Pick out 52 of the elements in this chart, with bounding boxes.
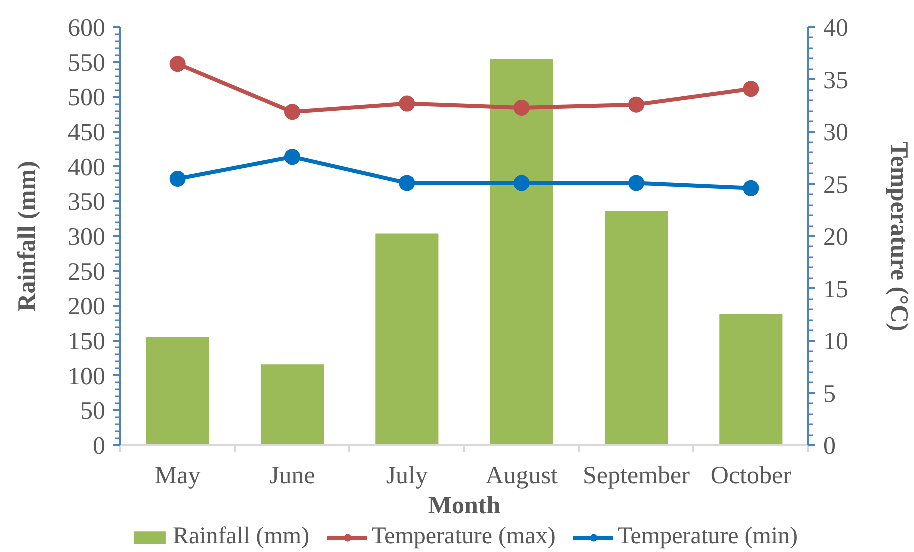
y-tick-label: 200: [68, 294, 106, 321]
y2-tick-label: 20: [824, 224, 848, 251]
y2-tick-label: 0: [824, 433, 836, 460]
point: [399, 96, 416, 112]
y2-axis-title: Temperature (°C): [886, 142, 912, 332]
y-tick-label: 400: [68, 154, 106, 182]
y-tick-label: 0: [93, 433, 106, 460]
x-axis-title: Month: [428, 492, 501, 520]
point: [170, 171, 186, 188]
x-tick-label: June: [270, 462, 316, 490]
point: [170, 56, 186, 72]
x-tick-label: August: [486, 462, 558, 490]
x-tick-label: July: [386, 462, 429, 490]
legend-label: Temperature (min): [618, 524, 798, 550]
y-tick-label: 100: [68, 363, 106, 390]
point: [399, 175, 416, 192]
point: [514, 100, 530, 116]
y-tick-label: 150: [68, 328, 106, 356]
bar: [720, 314, 783, 446]
x-tick-label: May: [154, 462, 202, 490]
x-tick-label: October: [710, 462, 792, 490]
y2-tick-label: 40: [824, 15, 848, 42]
point: [743, 180, 760, 196]
point: [628, 96, 644, 113]
bar: [260, 364, 324, 446]
bar: [146, 338, 210, 446]
point: [743, 81, 760, 98]
bar: [376, 234, 439, 446]
y-tick-label: 600: [68, 15, 106, 42]
y2-tick-label: 35: [824, 67, 848, 94]
bar: [490, 60, 554, 446]
point: [284, 149, 300, 166]
point: [284, 104, 300, 120]
y2-tick-label: 15: [824, 276, 848, 304]
y2-tick-label: 5: [824, 380, 836, 408]
y2-tick-label: 10: [824, 328, 848, 356]
y-tick-label: 300: [68, 224, 106, 251]
y2-tick-label: 30: [824, 120, 848, 146]
y-tick-label: 550: [68, 50, 106, 77]
y-tick-label: 350: [68, 189, 106, 216]
y-tick-label: 500: [68, 84, 106, 112]
bar: [604, 211, 668, 446]
y-axis-title: Rainfall (mm): [14, 161, 41, 312]
point: [628, 175, 644, 192]
y-tick-label: 450: [68, 120, 106, 146]
x-tick-label: September: [583, 462, 691, 490]
y2-tick-label: 25: [824, 172, 848, 199]
legend-label: Rainfall (mm): [172, 524, 310, 550]
y-tick-label: 50: [80, 398, 106, 426]
legend-label: Temperature (max): [372, 524, 556, 550]
y-tick-label: 250: [68, 258, 106, 286]
point: [514, 175, 530, 192]
